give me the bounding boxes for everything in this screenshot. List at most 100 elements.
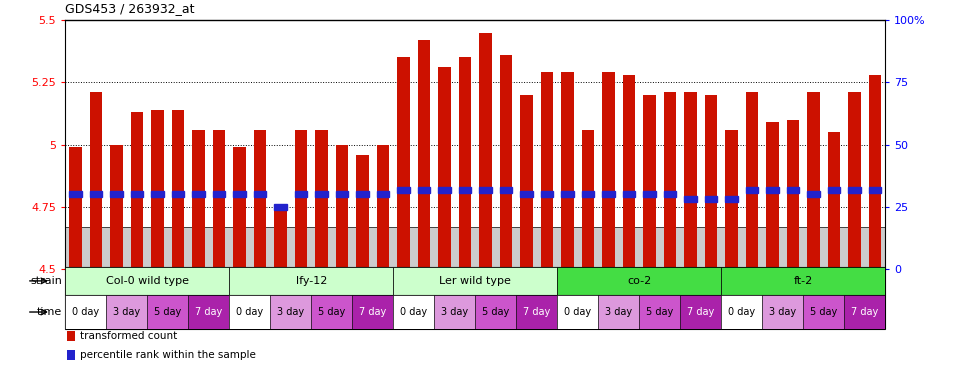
Bar — [275, 204, 287, 210]
Bar — [89, 92, 103, 269]
Text: 0 day: 0 day — [236, 307, 263, 317]
Bar — [69, 191, 82, 197]
Text: strain: strain — [31, 276, 62, 286]
Text: 3 day: 3 day — [113, 307, 140, 317]
Bar — [271, 295, 311, 329]
Bar — [684, 196, 697, 202]
Text: 5 day: 5 day — [318, 307, 346, 317]
Bar — [598, 295, 639, 329]
Bar — [557, 267, 721, 295]
Bar — [804, 295, 844, 329]
Bar — [807, 191, 820, 197]
Bar — [848, 187, 861, 193]
Bar — [766, 122, 779, 269]
Text: Col-0 wild type: Col-0 wild type — [106, 276, 189, 286]
Bar — [295, 130, 307, 269]
Bar — [131, 112, 143, 269]
Bar — [275, 207, 287, 269]
Bar — [520, 191, 533, 197]
Bar — [786, 187, 800, 193]
Bar — [192, 130, 204, 269]
Bar — [623, 191, 636, 197]
Bar — [725, 196, 737, 202]
Bar — [786, 120, 800, 269]
Text: 7 day: 7 day — [523, 307, 550, 317]
Bar — [356, 154, 369, 269]
Bar — [233, 147, 246, 269]
Bar — [582, 130, 594, 269]
Bar — [151, 110, 164, 269]
Bar — [721, 295, 762, 329]
Bar — [233, 191, 246, 197]
Bar — [721, 267, 885, 295]
Text: 7 day: 7 day — [359, 307, 386, 317]
Bar — [561, 191, 574, 197]
Bar — [229, 295, 271, 329]
Bar — [147, 295, 188, 329]
Text: 7 day: 7 day — [195, 307, 223, 317]
Bar — [67, 350, 75, 360]
Bar — [557, 295, 598, 329]
Bar — [705, 95, 717, 269]
Text: 5 day: 5 day — [646, 307, 673, 317]
Bar — [639, 295, 681, 329]
Bar — [459, 57, 471, 269]
Bar — [336, 145, 348, 269]
Bar — [397, 57, 410, 269]
Bar — [110, 145, 123, 269]
Bar — [295, 191, 307, 197]
Bar — [623, 75, 636, 269]
Text: 5 day: 5 day — [482, 307, 510, 317]
Text: Ler wild type: Ler wild type — [440, 276, 511, 286]
Bar — [65, 267, 229, 295]
Bar — [459, 187, 471, 193]
Bar — [602, 191, 614, 197]
Bar — [643, 95, 656, 269]
Bar — [107, 295, 147, 329]
Bar — [376, 145, 390, 269]
Bar — [479, 187, 492, 193]
Bar — [376, 191, 390, 197]
Bar — [746, 92, 758, 269]
Bar — [762, 295, 804, 329]
Bar — [315, 130, 327, 269]
Bar — [394, 295, 434, 329]
Bar — [397, 187, 410, 193]
Text: time: time — [37, 307, 62, 317]
Bar — [499, 187, 513, 193]
Text: 7 day: 7 day — [687, 307, 714, 317]
Bar — [69, 147, 82, 269]
Text: 5 day: 5 day — [810, 307, 837, 317]
Bar — [394, 267, 557, 295]
Text: 0 day: 0 day — [72, 307, 99, 317]
Bar — [434, 295, 475, 329]
Bar — [438, 67, 451, 269]
Bar — [192, 191, 204, 197]
Bar — [725, 130, 737, 269]
Bar — [844, 295, 885, 329]
Bar — [479, 33, 492, 269]
Text: co-2: co-2 — [627, 276, 651, 286]
Text: percentile rank within the sample: percentile rank within the sample — [80, 350, 255, 360]
Bar — [766, 187, 779, 193]
Bar — [869, 75, 881, 269]
Bar — [151, 191, 164, 197]
Bar — [131, 191, 143, 197]
Bar — [253, 191, 266, 197]
Text: lfy-12: lfy-12 — [296, 276, 327, 286]
Bar — [602, 72, 614, 269]
Bar — [540, 191, 553, 197]
Bar — [705, 196, 717, 202]
Bar — [663, 92, 676, 269]
Text: 3 day: 3 day — [442, 307, 468, 317]
Bar — [663, 191, 676, 197]
Bar — [499, 55, 513, 269]
Text: 0 day: 0 day — [564, 307, 591, 317]
Bar — [172, 110, 184, 269]
Text: transformed count: transformed count — [80, 331, 178, 341]
Text: ft-2: ft-2 — [794, 276, 813, 286]
Bar — [352, 295, 394, 329]
Bar — [561, 72, 574, 269]
Bar — [828, 187, 840, 193]
Bar — [65, 295, 107, 329]
